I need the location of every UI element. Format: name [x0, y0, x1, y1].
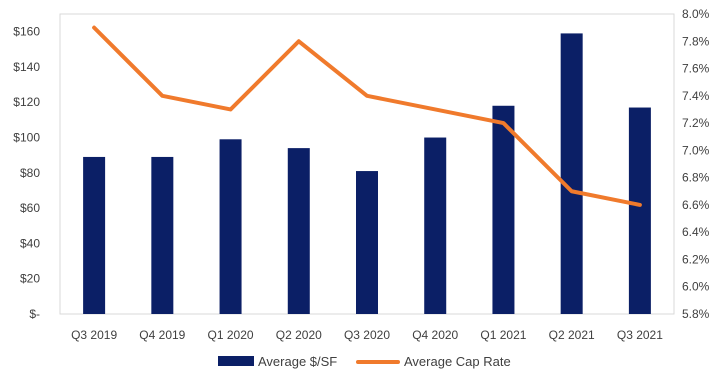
right-axis-tick-label: 6.4%: [682, 225, 710, 239]
left-axis-tick-label: $80: [20, 166, 40, 180]
legend-label-average-cap-rate: Average Cap Rate: [404, 354, 511, 369]
bar-average-dollar-per-sf: [219, 139, 242, 314]
right-axis-tick-label: 6.6%: [682, 198, 710, 212]
bar-average-dollar-per-sf: [628, 107, 651, 314]
right-axis-tick-label: 5.8%: [682, 307, 710, 321]
right-axis-tick-label: 7.4%: [682, 89, 710, 103]
x-axis-tick-label: Q2 2020: [276, 328, 322, 342]
x-axis-tick-label: Q4 2019: [139, 328, 185, 342]
bar-average-dollar-per-sf: [356, 171, 378, 314]
bar-average-dollar-per-sf: [151, 156, 174, 314]
right-axis-tick-label: 6.0%: [682, 280, 710, 294]
bar-average-dollar-per-sf: [424, 137, 447, 314]
left-axis-tick-label: $-: [29, 307, 40, 321]
bar-average-dollar-per-sf: [560, 33, 583, 314]
left-axis-tick-label: $60: [20, 201, 40, 215]
x-axis-tick-label: Q1 2020: [208, 328, 254, 342]
x-axis-tick-label: Q1 2021: [480, 328, 526, 342]
left-axis-tick-label: $100: [13, 131, 40, 145]
x-axis-tick-label: Q3 2019: [71, 328, 117, 342]
x-axis-tick-label: Q2 2021: [549, 328, 595, 342]
legend-swatch-average-dollar-per-sf: [218, 356, 254, 366]
bar-average-dollar-per-sf: [287, 148, 310, 314]
left-axis-tick-label: $20: [20, 272, 40, 286]
x-axis-tick-label: Q3 2021: [617, 328, 663, 342]
left-axis-tick-label: $140: [13, 60, 40, 74]
bar-average-dollar-per-sf: [83, 156, 106, 314]
left-axis-tick-label: $160: [13, 25, 40, 39]
legend-label-average-dollar-per-sf: Average $/SF: [258, 354, 337, 369]
left-axis-tick-label: $120: [13, 95, 40, 109]
right-axis-tick-label: 6.2%: [682, 252, 710, 266]
x-axis-tick-label: Q3 2020: [344, 328, 390, 342]
x-axis-tick-label: Q4 2020: [412, 328, 458, 342]
right-axis-tick-label: 7.8%: [682, 34, 710, 48]
right-axis-tick-label: 8.0%: [682, 7, 710, 21]
bar-average-dollar-per-sf: [492, 105, 515, 314]
right-axis-tick-label: 7.6%: [682, 62, 710, 76]
right-axis-tick-label: 7.0%: [682, 143, 710, 157]
right-axis-tick-label: 7.2%: [682, 116, 710, 130]
right-axis-tick-label: 6.8%: [682, 171, 710, 185]
left-axis-tick-label: $40: [20, 236, 40, 250]
